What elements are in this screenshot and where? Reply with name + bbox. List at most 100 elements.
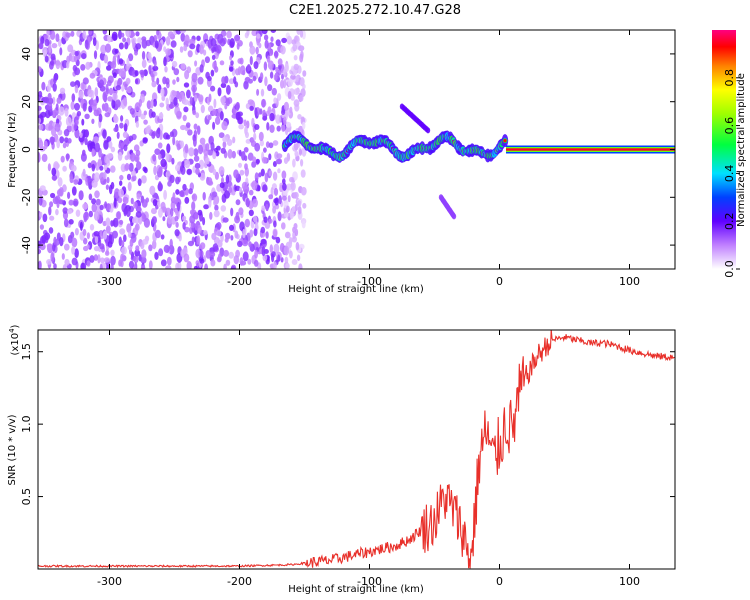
noise-mark	[178, 233, 182, 242]
noise-mark	[248, 78, 253, 84]
noise-mark	[165, 97, 169, 107]
noise-mark	[269, 112, 275, 122]
noise-mark	[216, 45, 222, 54]
noise-mark	[281, 222, 286, 230]
noise-mark	[263, 216, 268, 223]
noise-mark	[51, 43, 58, 49]
noise-mark	[154, 251, 159, 260]
noise-mark	[62, 207, 68, 214]
noise-mark	[210, 85, 216, 92]
noise-mark	[189, 209, 195, 215]
noise-mark	[194, 212, 199, 220]
noise-mark	[270, 36, 274, 42]
x-tick-label: -300	[97, 575, 122, 588]
noise-mark	[284, 212, 289, 218]
noise-mark	[82, 77, 89, 85]
noise-mark	[213, 199, 217, 206]
noise-mark	[282, 68, 287, 76]
noise-mark	[38, 117, 42, 124]
noise-mark	[150, 99, 154, 109]
noise-mark	[176, 110, 182, 120]
noise-mark	[55, 59, 61, 70]
y-tick-label: 40	[20, 47, 33, 61]
noise-mark	[268, 194, 274, 200]
noise-mark	[49, 30, 56, 40]
noise-mark	[106, 176, 110, 184]
noise-mark	[283, 101, 289, 111]
spectrogram-x-axis: -300 -200 -100 0 100	[97, 30, 640, 288]
x-tick-label: 100	[619, 275, 640, 288]
noise-mark	[184, 70, 190, 80]
noise-mark	[123, 144, 128, 152]
noise-mark	[183, 106, 189, 113]
noise-mark	[260, 226, 266, 234]
noise-mark	[207, 75, 212, 82]
noise-mark	[130, 152, 136, 162]
noise-mark	[203, 229, 208, 236]
noise-mark	[267, 84, 273, 92]
noise-mark	[286, 121, 292, 128]
noise-mark	[212, 151, 217, 160]
noise-mark	[252, 156, 257, 163]
noise-mark	[51, 174, 58, 181]
noise-mark	[128, 162, 134, 172]
noise-mark	[186, 261, 192, 269]
noise-mark	[265, 203, 269, 210]
noise-mark	[94, 87, 99, 97]
noise-mark	[121, 84, 125, 92]
noise-mark	[256, 33, 261, 39]
noise-mark	[87, 175, 91, 186]
noise-mark	[302, 70, 307, 77]
noise-mark	[50, 252, 55, 263]
noise-mark	[210, 69, 215, 77]
noise-mark	[275, 236, 281, 244]
noise-mark	[110, 165, 116, 173]
noise-mark	[52, 83, 57, 92]
snr-frame	[37, 329, 676, 570]
noise-mark	[182, 222, 186, 230]
noise-mark	[158, 112, 164, 120]
noise-mark	[55, 103, 59, 111]
noise-mark	[64, 258, 70, 266]
y-tick-label: 0	[20, 146, 33, 153]
noise-mark	[191, 236, 195, 244]
noise-mark	[294, 228, 299, 237]
noise-mark	[232, 223, 236, 233]
noise-mark	[107, 34, 112, 43]
noise-mark	[153, 98, 157, 107]
noise-mark	[277, 93, 282, 101]
noise-mark	[82, 30, 87, 40]
noise-mark	[238, 207, 244, 216]
noise-mark	[152, 65, 159, 71]
noise-mark	[298, 45, 305, 52]
noise-mark	[91, 118, 95, 125]
noise-mark	[279, 242, 285, 253]
noise-mark	[291, 259, 298, 265]
noise-mark	[293, 88, 300, 95]
noise-mark	[160, 201, 166, 212]
noise-mark	[83, 237, 88, 245]
noise-mark	[185, 122, 191, 128]
noise-mark	[259, 108, 263, 115]
noise-mark	[111, 98, 116, 109]
noise-mark	[66, 61, 70, 69]
noise-mark	[234, 230, 239, 239]
noise-mark	[248, 209, 254, 217]
noise-mark	[195, 248, 201, 259]
noise-mark	[275, 39, 281, 47]
noise-mark	[117, 151, 123, 161]
noise-mark	[74, 67, 81, 76]
noise-mark	[301, 220, 306, 229]
noise-mark	[274, 197, 279, 206]
noise-mark	[267, 60, 274, 70]
noise-mark	[60, 155, 65, 163]
noise-mark	[143, 110, 147, 116]
noise-mark	[223, 263, 227, 269]
noise-mark	[179, 30, 187, 34]
noise-mark	[169, 174, 175, 184]
noise-mark	[272, 140, 279, 146]
noise-mark	[167, 215, 173, 225]
noise-mark	[152, 154, 157, 162]
noise-mark	[196, 235, 201, 245]
noise-mark	[220, 147, 226, 154]
